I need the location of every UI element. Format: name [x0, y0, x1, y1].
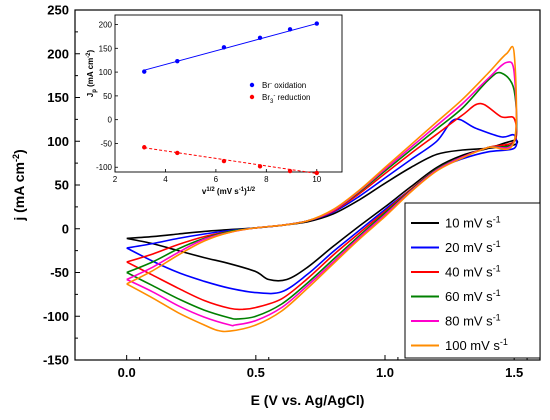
inset-legend-marker-series-0 — [249, 82, 255, 88]
inset-x-tick-label: 10 — [312, 175, 321, 184]
main-legend-box — [404, 202, 541, 359]
inset-y-tick-label: 150 — [99, 44, 113, 53]
legend-label-series-3: 60 mV s-1 — [445, 288, 501, 304]
legend-label-series-5: 100 mV s-1 — [445, 337, 508, 353]
inset-legend: Br- oxidation Br3- reduction — [249, 81, 310, 105]
inset-x-tick-label: 4 — [163, 175, 168, 184]
cv-curves — [126, 45, 519, 333]
inset-x-axis-label: v1/2 (mV s-1)1/2 — [202, 187, 256, 196]
inset-frame — [114, 14, 343, 173]
inset-legend-label-series-1: Br3- reduction — [262, 93, 310, 105]
inset-point-series-0 — [142, 69, 147, 74]
inset-y-tick-label: -100 — [96, 163, 113, 172]
x-tick-label: 0.0 — [118, 365, 136, 380]
x-tick-label: 1.5 — [505, 365, 523, 380]
main-plot: 0.0 0.5 1.0 1.5-150-100-50050100150200250E … — [11, 3, 541, 408]
inset-y-tick-label: 0 — [108, 116, 113, 125]
inset-point-series-0 — [314, 21, 319, 26]
inset-fit-line-series-1 — [144, 147, 317, 174]
legend-label-series-1: 20 mV s-1 — [445, 239, 501, 255]
inset-y-tick-label: 200 — [99, 21, 113, 30]
x-axis-label: E (V vs. Ag/AgCl) — [251, 392, 365, 408]
y-tick-label: 0 — [62, 221, 69, 236]
legend-label-series-0: 10 mV s-1 — [445, 215, 501, 231]
y-tick-label: 200 — [47, 46, 69, 61]
y-axis-label: j (mA cm-2) — [11, 149, 27, 221]
inset-background — [83, 11, 348, 198]
inset-point-series-0 — [175, 58, 180, 64]
inset-point-series-0 — [221, 45, 227, 50]
cv-curve-series-5 — [126, 45, 518, 333]
x-tick-label: 0.5 — [247, 365, 265, 380]
y-tick-label: 250 — [47, 3, 69, 18]
y-tick-label: 100 — [47, 134, 69, 149]
main-legend: 10 mV s-1 20 mV s-1 40 mV s-1 60 mV s-1 80 m… — [404, 202, 541, 359]
inset-point-series-1 — [314, 170, 319, 176]
inset-plot: 2 4 6 8 10 -100 -50 0 50 100 150 200 v1/2 (mV s-1)1/… — [83, 11, 348, 198]
inset-x-tick-label: 8 — [264, 175, 269, 184]
x-tick-label: 1.0 — [376, 365, 394, 380]
inset-legend-marker-series-1 — [249, 94, 255, 100]
y-tick-label: 50 — [55, 178, 69, 193]
inset-point-series-1 — [142, 145, 147, 150]
inset-point-series-1 — [221, 158, 227, 164]
inset-fit-line-series-0 — [144, 23, 317, 71]
y-tick-label: -150 — [43, 353, 69, 368]
inset-point-series-1 — [175, 150, 180, 156]
inset-y-tick-label: -50 — [100, 139, 112, 148]
y-tick-label: -100 — [43, 309, 69, 324]
inset-y-tick-label: 50 — [103, 92, 112, 101]
legend-label-series-4: 80 mV s-1 — [445, 313, 501, 329]
y-tick-label: 150 — [47, 90, 69, 105]
inset-point-series-0 — [257, 35, 263, 41]
inset-point-series-1 — [287, 168, 293, 174]
inset-y-tick-label: 100 — [99, 68, 113, 77]
legend-label-series-2: 40 mV s-1 — [445, 264, 501, 280]
inset-legend-label-series-0: Br- oxidation — [262, 81, 306, 90]
inset-y-axis-label: Jp (mA cm-2) — [86, 49, 98, 97]
inset-point-series-0 — [287, 27, 293, 32]
y-tick-label: -50 — [50, 265, 69, 280]
inset-point-series-1 — [257, 164, 263, 169]
inset-x-tick-label: 2 — [113, 175, 118, 184]
inset-x-tick-label: 6 — [214, 175, 219, 184]
